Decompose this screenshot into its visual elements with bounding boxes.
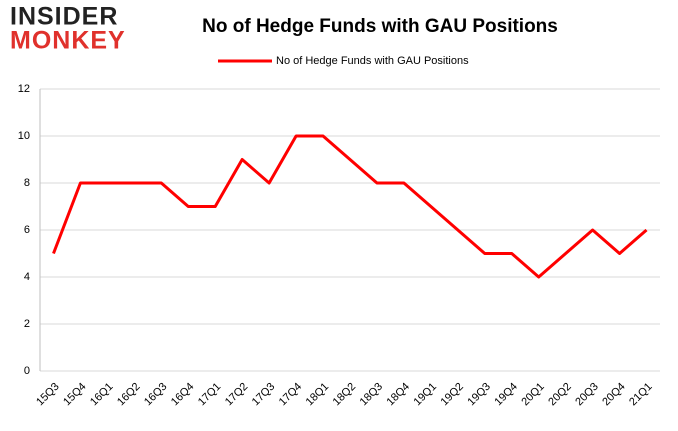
x-tick-label: 18Q3 bbox=[358, 381, 386, 409]
x-tick-label: 16Q3 bbox=[142, 381, 170, 409]
x-tick-label: 21Q1 bbox=[627, 381, 655, 409]
x-tick-label: 19Q1 bbox=[412, 381, 440, 409]
x-tick-label: 19Q2 bbox=[438, 381, 466, 409]
x-tick-label: 18Q1 bbox=[304, 381, 332, 409]
y-tick-label: 12 bbox=[18, 83, 30, 95]
chart-title: No of Hedge Funds with GAU Positions bbox=[202, 16, 558, 37]
x-tick-label: 15Q4 bbox=[61, 381, 89, 409]
x-tick-label: 19Q4 bbox=[492, 381, 520, 409]
x-tick-label: 16Q1 bbox=[88, 381, 116, 409]
x-tick-label: 16Q2 bbox=[115, 381, 143, 409]
x-tick-label: 18Q2 bbox=[331, 381, 359, 409]
y-tick-label: 8 bbox=[24, 177, 30, 189]
y-tick-label: 10 bbox=[18, 130, 30, 142]
x-tick-label: 20Q3 bbox=[573, 381, 601, 409]
x-tick-label: 17Q2 bbox=[223, 381, 251, 409]
y-tick-label: 6 bbox=[24, 224, 30, 236]
y-tick-label: 0 bbox=[24, 365, 30, 377]
x-tick-label: 18Q4 bbox=[385, 381, 413, 409]
y-tick-label: 2 bbox=[24, 318, 30, 330]
x-tick-label: 20Q2 bbox=[546, 381, 574, 409]
logo-bottom: MONKEY bbox=[10, 27, 126, 55]
logo-top: INSIDER bbox=[10, 3, 118, 31]
legend-label: No of Hedge Funds with GAU Positions bbox=[276, 55, 469, 67]
x-tick-label: 17Q3 bbox=[250, 381, 278, 409]
x-tick-label: 17Q4 bbox=[277, 381, 305, 409]
series-line bbox=[52, 134, 648, 279]
x-tick-label: 20Q1 bbox=[519, 381, 547, 409]
y-tick-label: 4 bbox=[24, 271, 30, 283]
x-tick-label: 15Q3 bbox=[34, 381, 62, 409]
x-tick-label: 16Q4 bbox=[169, 381, 197, 409]
x-tick-label: 17Q1 bbox=[196, 381, 224, 409]
x-tick-label: 20Q4 bbox=[600, 381, 628, 409]
x-tick-label: 19Q3 bbox=[465, 381, 493, 409]
